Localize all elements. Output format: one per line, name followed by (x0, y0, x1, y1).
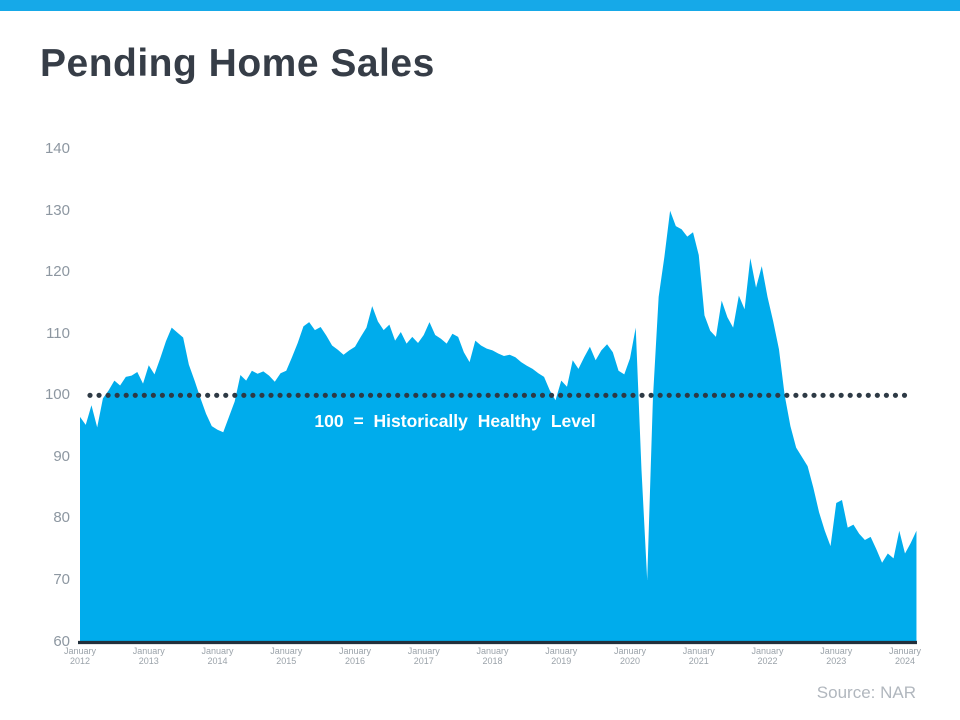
x-axis-label-month: January (132, 646, 165, 656)
page-title: Pending Home Sales (40, 42, 435, 85)
x-axis-label-year: 2021 (688, 656, 709, 666)
x-axis-label-2012: January 2012 (46, 646, 114, 666)
area-series-pending-home-sales (80, 210, 917, 642)
reference-line-annotation: 100 = Historically Healthy Level (314, 411, 596, 431)
x-axis-label-month: January (63, 646, 97, 656)
x-axis-label-year: 2012 (69, 656, 91, 666)
y-axis-label-140: 140 (44, 140, 70, 158)
x-axis-label-2014: January 2014 (184, 646, 252, 666)
x-axis-label-year: 2023 (826, 656, 847, 666)
x-axis-label-year: 2017 (413, 656, 434, 666)
y-axis-label-110: 110 (46, 324, 70, 342)
x-axis-label-month: January (751, 646, 784, 656)
x-axis-label-month: January (201, 646, 234, 656)
y-axis-label-90: 90 (53, 447, 70, 465)
x-axis-label-month: January (407, 646, 440, 656)
x-axis-label-year: 2020 (619, 656, 641, 666)
x-axis-label-2023: January 2023 (802, 646, 870, 666)
x-axis-label-year: 2013 (138, 656, 159, 666)
x-axis-label-year: 2014 (207, 656, 228, 666)
x-axis-label-2013: January 2013 (115, 646, 183, 666)
x-axis-label-month: January (476, 646, 509, 656)
x-axis-label-month: January (888, 646, 922, 656)
x-axis-label-month: January (820, 646, 853, 656)
x-axis-label-year: 2018 (482, 656, 503, 666)
y-axis-label-70: 70 (53, 570, 70, 588)
x-axis-label-month: January (270, 646, 303, 656)
x-axis-label-2022: January 2022 (734, 646, 802, 666)
x-axis-label-2024: January 2024 (871, 646, 939, 666)
y-axis-label-120: 120 (44, 263, 70, 281)
x-axis-label-2018: January 2018 (459, 646, 527, 666)
top-accent-bar (0, 0, 960, 11)
x-axis-label-month: January (613, 646, 647, 656)
x-axis-label-2021: January 2021 (665, 646, 733, 666)
x-axis-label-year: 2016 (344, 656, 366, 666)
y-axis-label-60: 60 (53, 632, 70, 650)
source-attribution: Source: NAR (816, 683, 916, 702)
x-axis-label-2016: January 2016 (321, 646, 389, 666)
y-axis-label-100: 100 (44, 386, 70, 404)
x-axis-label-2019: January 2019 (527, 646, 595, 666)
x-axis-label-month: January (338, 646, 372, 656)
x-axis-label-2015: January 2015 (252, 646, 320, 666)
y-axis: 140 130 120 110 100 90 80 70 60 (0, 0, 70, 720)
x-axis-label-month: January (545, 646, 578, 656)
y-axis-label-130: 130 (44, 201, 70, 219)
x-axis-label-2017: January 2017 (390, 646, 458, 666)
x-axis-label-year: 2019 (551, 656, 572, 666)
y-axis-label-80: 80 (53, 509, 70, 527)
x-axis-label-year: 2024 (894, 656, 916, 666)
x-axis-label-2020: January 2020 (596, 646, 664, 666)
x-axis-label-year: 2015 (276, 656, 297, 666)
x-axis-label-year: 2022 (757, 656, 778, 666)
x-axis-label-month: January (682, 646, 715, 656)
